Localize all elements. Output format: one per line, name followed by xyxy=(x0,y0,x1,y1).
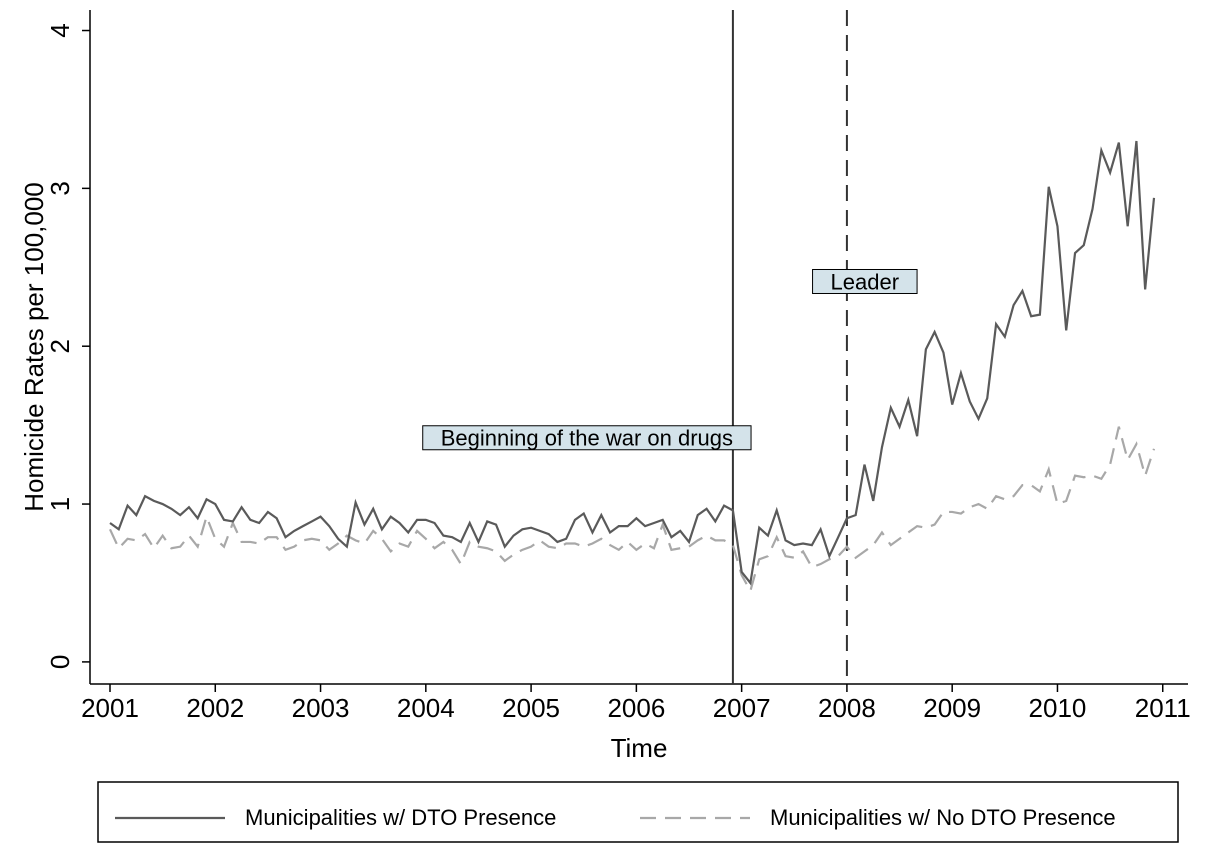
x-tick-label: 2004 xyxy=(397,693,455,723)
annotation-box xyxy=(422,425,752,451)
legend-label: Municipalities w/ No DTO Presence xyxy=(770,805,1116,830)
x-tick-label: 2003 xyxy=(292,693,350,723)
x-tick-label: 2005 xyxy=(502,693,560,723)
legend-label: Municipalities w/ DTO Presence xyxy=(245,805,556,830)
y-tick-label: 3 xyxy=(45,181,75,195)
annotation-box xyxy=(812,268,918,294)
x-tick-label: 2008 xyxy=(818,693,876,723)
annotation: Leader xyxy=(812,268,918,294)
series-line xyxy=(109,140,1156,586)
x-tick-label: 2006 xyxy=(607,693,665,723)
annotation: Beginning of the war on drugs xyxy=(422,425,752,451)
x-tick-label: 2011 xyxy=(1135,693,1191,723)
x-axis-title: Time xyxy=(611,733,668,763)
annotation-text: Beginning of the war on drugs xyxy=(441,426,733,451)
y-tick-label: 2 xyxy=(45,339,75,353)
y-axis-title: Homicide Rates per 100,000 xyxy=(19,182,49,512)
legend-box xyxy=(97,781,1179,843)
y-tick-label: 4 xyxy=(45,23,75,37)
x-tick-label: 2001 xyxy=(81,693,139,723)
annotation-text: Leader xyxy=(831,269,900,294)
x-tick-label: 2002 xyxy=(186,693,244,723)
series-line xyxy=(109,426,1156,594)
x-tick-label: 2007 xyxy=(713,693,771,723)
y-tick-label: 1 xyxy=(45,497,75,511)
x-tick-label: 2010 xyxy=(1029,693,1087,723)
legend: Municipalities w/ DTO Presence Municipali… xyxy=(97,781,1179,843)
y-tick-label: 0 xyxy=(45,655,75,669)
x-tick-label: 2009 xyxy=(923,693,981,723)
